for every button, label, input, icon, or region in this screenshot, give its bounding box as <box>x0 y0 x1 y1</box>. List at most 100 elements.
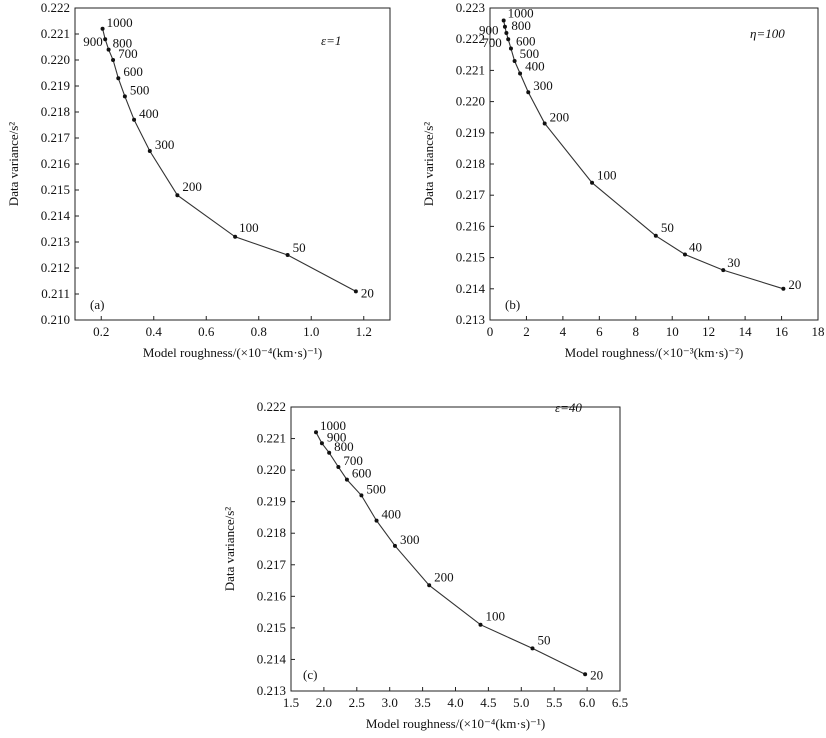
x-tick-label: 16 <box>775 324 789 339</box>
x-tick-label: 10 <box>666 324 679 339</box>
data-point <box>344 477 349 482</box>
panel-a: 0.2 0.4 0.6 0.8 1.0 1.2 0.210 0.211 0.212 0.213 0.… <box>6 0 391 360</box>
point-label: 1000 <box>107 15 133 30</box>
point-label: 700 <box>343 453 363 468</box>
x-tick-label: 0.4 <box>146 324 163 339</box>
point-label: 500 <box>366 481 386 496</box>
data-point <box>106 47 111 52</box>
point-label: 400 <box>525 59 545 74</box>
point-label: 600 <box>516 34 536 49</box>
x-tick-label: 2.0 <box>316 695 332 710</box>
x-tick-label: 2 <box>523 324 530 339</box>
y-tick-label: 0.211 <box>41 286 70 301</box>
data-point <box>583 672 588 677</box>
y-tick-label: 0.212 <box>41 260 70 275</box>
data-point <box>781 286 786 291</box>
point-label: 800 <box>511 18 531 33</box>
panel-label: (b) <box>505 297 520 312</box>
point-label: 200 <box>182 179 202 194</box>
y-tick-label: 0.219 <box>456 125 485 140</box>
y-tick-label: 0.215 <box>257 620 286 635</box>
data-point <box>518 71 523 76</box>
point-label: 600 <box>352 466 372 481</box>
point-label: 50 <box>537 632 550 647</box>
y-tick-label: 0.214 <box>257 651 287 666</box>
point-label: 30 <box>727 255 740 270</box>
point-label: 1000 <box>508 5 534 20</box>
point-label: 50 <box>661 220 674 235</box>
x-tick-label: 0.8 <box>251 324 267 339</box>
x-tick-label: 0.6 <box>198 324 215 339</box>
y-tick-label: 0.216 <box>456 218 486 233</box>
data-point <box>103 37 108 42</box>
x-tick-label: 3.5 <box>414 695 430 710</box>
x-tick-label: 3.0 <box>382 695 398 710</box>
y-tick-label: 0.214 <box>41 208 71 223</box>
point-label: 800 <box>113 36 133 51</box>
y-axis-title: Data variance/s² <box>421 122 436 206</box>
data-point <box>590 180 595 185</box>
point-label: 50 <box>293 240 306 255</box>
data-point <box>526 90 531 95</box>
data-point <box>122 94 127 99</box>
x-tick-label: 4 <box>560 324 567 339</box>
data-point <box>132 117 137 122</box>
y-tick-label: 0.217 <box>257 557 287 572</box>
point-label: 1000 <box>320 418 346 433</box>
point-label: 300 <box>400 532 420 547</box>
x-tick-label: 1.2 <box>356 324 372 339</box>
y-tick-label: 0.215 <box>456 250 485 265</box>
data-point <box>478 622 483 627</box>
point-label: 20 <box>788 277 801 292</box>
y-tick-label: 0.216 <box>257 588 287 603</box>
y-tick-label: 0.222 <box>41 0 70 15</box>
x-tick-label: 18 <box>812 324 825 339</box>
y-tick-label: 0.213 <box>41 234 70 249</box>
y-tick-label: 0.213 <box>456 312 485 327</box>
data-point <box>506 37 511 42</box>
data-point <box>116 76 121 81</box>
point-label: 300 <box>155 137 175 152</box>
parameter-label: ε=40 <box>555 400 582 415</box>
data-point <box>504 30 509 35</box>
data-point <box>512 59 517 64</box>
data-point <box>721 268 726 273</box>
y-axis-title: Data variance/s² <box>222 507 237 591</box>
x-tick-label: 6 <box>596 324 603 339</box>
data-point <box>319 441 324 446</box>
y-tick-label: 0.220 <box>257 462 286 477</box>
point-label: 400 <box>139 106 159 121</box>
x-tick-label: 5.0 <box>513 695 529 710</box>
point-label: 400 <box>382 507 402 522</box>
x-tick-label: 8 <box>633 324 640 339</box>
y-tick-label: 0.221 <box>257 431 286 446</box>
plot-frame <box>489 7 819 321</box>
data-point <box>285 253 290 257</box>
y-tick-label: 0.223 <box>456 0 485 15</box>
point-label: 500 <box>130 82 150 97</box>
x-tick-label: 14 <box>739 324 753 339</box>
y-tick-label: 0.216 <box>41 156 71 171</box>
data-point <box>100 26 105 31</box>
parameter-label: η=100 <box>750 26 785 41</box>
point-label: 100 <box>597 168 617 183</box>
x-tick-label: 1.5 <box>283 695 299 710</box>
data-point <box>653 233 658 238</box>
data-point <box>501 18 506 23</box>
point-label: 100 <box>486 609 506 624</box>
y-tick-label: 0.215 <box>41 182 70 197</box>
panel-label: (a) <box>90 297 104 312</box>
y-tick-label: 0.220 <box>456 94 485 109</box>
point-label: 900 <box>327 429 347 444</box>
data-point <box>336 464 341 469</box>
y-tick-label: 0.218 <box>257 525 286 540</box>
x-tick-label: 5.5 <box>546 695 562 710</box>
point-label: 900 <box>479 23 499 38</box>
data-point <box>147 149 152 153</box>
y-tick-label: 0.210 <box>41 312 70 327</box>
point-label: 300 <box>533 78 553 93</box>
data-point <box>508 46 513 51</box>
x-tick-label: 4.5 <box>480 695 496 710</box>
y-tick-label: 0.218 <box>456 156 485 171</box>
point-label: 800 <box>334 439 354 454</box>
